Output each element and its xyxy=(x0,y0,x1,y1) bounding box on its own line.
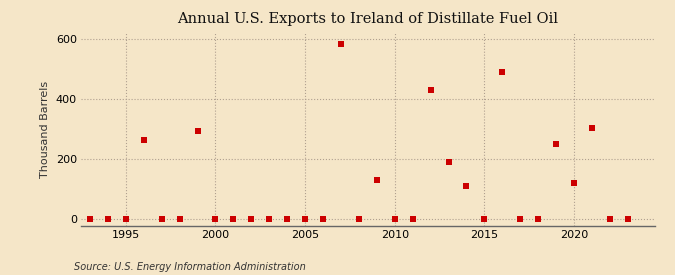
Point xyxy=(138,138,149,142)
Point xyxy=(264,217,275,222)
Y-axis label: Thousand Barrels: Thousand Barrels xyxy=(40,81,50,178)
Point xyxy=(443,160,454,164)
Point xyxy=(551,142,562,147)
Point xyxy=(335,41,346,46)
Point xyxy=(84,217,95,222)
Point xyxy=(479,217,490,222)
Point xyxy=(425,88,436,92)
Point xyxy=(157,217,167,222)
Point xyxy=(533,217,543,222)
Point xyxy=(281,217,292,222)
Title: Annual U.S. Exports to Ireland of Distillate Fuel Oil: Annual U.S. Exports to Ireland of Distil… xyxy=(178,12,558,26)
Point xyxy=(174,217,185,222)
Point xyxy=(371,178,382,183)
Point xyxy=(192,128,203,133)
Point xyxy=(318,217,329,222)
Point xyxy=(568,181,579,186)
Point xyxy=(461,184,472,189)
Point xyxy=(120,217,131,222)
Point xyxy=(210,217,221,222)
Point xyxy=(407,217,418,222)
Point xyxy=(103,217,113,222)
Point xyxy=(246,217,256,222)
Point xyxy=(389,217,400,222)
Point xyxy=(605,217,616,222)
Point xyxy=(515,217,526,222)
Point xyxy=(497,70,508,74)
Point xyxy=(622,217,633,222)
Point xyxy=(354,217,364,222)
Text: Source: U.S. Energy Information Administration: Source: U.S. Energy Information Administ… xyxy=(74,262,306,272)
Point xyxy=(587,126,597,130)
Point xyxy=(300,217,310,222)
Point xyxy=(228,217,239,222)
